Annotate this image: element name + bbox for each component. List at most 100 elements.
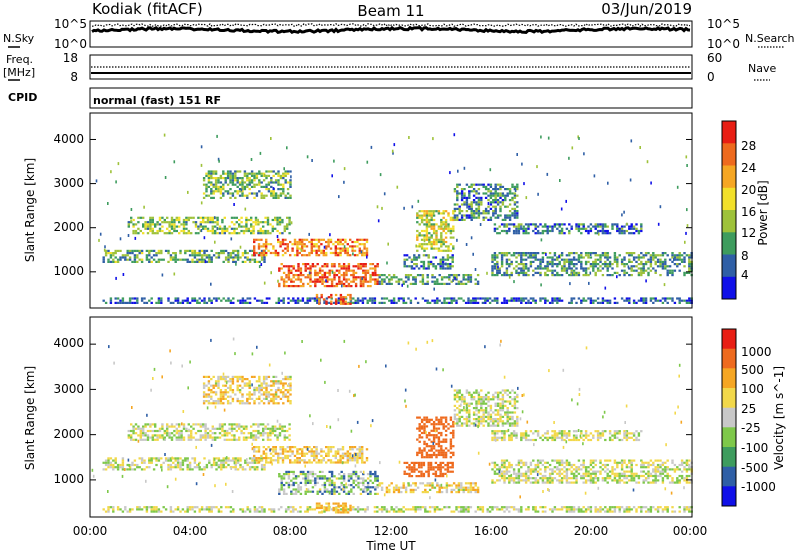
echo-cell [357,477,360,480]
echo-cell [361,448,364,451]
echo-cell [293,238,297,241]
echo-cell [618,227,621,230]
echo-cell [169,508,173,511]
echo-cell [188,260,192,263]
echo-cell [136,256,139,259]
echo-cell [330,282,334,285]
echo-cell [568,508,571,511]
echo-cell [161,225,164,228]
echo-cell [388,278,391,281]
echo-cell [350,484,353,487]
echo-cell [149,429,152,433]
echo-cell [327,459,330,462]
echo-cell [184,299,187,302]
echo-cell [452,276,456,279]
echo-cell [154,434,157,437]
echo-cell [224,393,227,396]
echo-cell [257,243,261,246]
echo-cell [214,436,217,439]
echo-cell [170,425,174,428]
echo-cell [287,301,290,304]
echo-cell [231,172,235,175]
echo-cell [376,263,379,266]
echo-cell [409,274,413,277]
echo-cell [524,263,528,266]
echo-cell [654,299,657,302]
echo-cell [169,466,173,469]
echo-cell [151,436,154,439]
echo-cell [467,510,470,513]
echo-cell [431,299,434,302]
echo-cell [661,267,665,270]
echo-cell [137,427,140,430]
echo-cell [229,506,233,509]
echo-cell [440,240,443,244]
echo-cell [661,260,665,263]
echo-cell [214,384,218,387]
echo-cell [256,468,259,471]
echo-cell [656,254,660,257]
echo-cell [284,179,287,182]
echo-cell [215,468,218,471]
echo-cell [492,192,495,195]
echo-cell [334,298,338,301]
echo-cell [451,254,454,257]
echo-cell [136,249,139,252]
echo-cell [580,299,583,302]
echo-cell [231,181,235,184]
echo-cell [202,375,206,378]
echo-cell [430,210,433,213]
echo-cell [282,378,285,381]
echo-cell [210,196,213,199]
echo-cell [594,252,597,255]
echo-cell [390,276,393,279]
echo-cell [208,254,211,257]
echo-cell [313,457,316,460]
echo-cell [442,210,445,213]
echo-cell [238,402,242,405]
echo-cell [304,490,307,493]
echo-speck [366,160,369,164]
echo-cell [158,223,162,226]
echo-cell [635,269,638,272]
echo-cell [320,293,323,297]
echo-cell [260,238,263,241]
echo-cell [124,508,127,511]
echo-cell [330,263,334,266]
echo-cell [145,510,149,513]
echo-cell [266,438,270,441]
echo-cell [616,506,619,509]
echo-speck [558,255,560,259]
echo-cell [604,256,607,259]
echo-cell [527,267,530,270]
echo-cell [489,190,493,193]
echo-speck [540,135,542,139]
echo-cell [380,297,384,300]
echo-cell [522,232,525,235]
echo-cell [558,299,561,302]
echo-cell [184,249,187,252]
echo-cell [245,227,248,230]
echo-cell [678,258,681,261]
echo-cell [294,508,297,511]
echo-cell [420,265,423,268]
echo-cell [635,256,638,259]
echo-cell [415,263,418,266]
echo-cell [167,457,170,460]
echo-speck [233,203,235,206]
echo-cell [397,508,401,511]
echo-cell [339,459,342,462]
echo-cell [179,510,182,513]
echo-cell [442,249,445,252]
echo-cell [222,297,225,300]
echo-cell [229,378,232,381]
echo-cell [219,378,223,381]
echo-cell [303,254,306,257]
echo-cell [293,461,297,464]
echo-cell [275,301,278,304]
echo-speck [479,223,482,226]
echo-cell [613,252,617,255]
echo-cell [508,229,511,233]
echo-cell [477,199,481,202]
echo-cell [323,265,327,268]
